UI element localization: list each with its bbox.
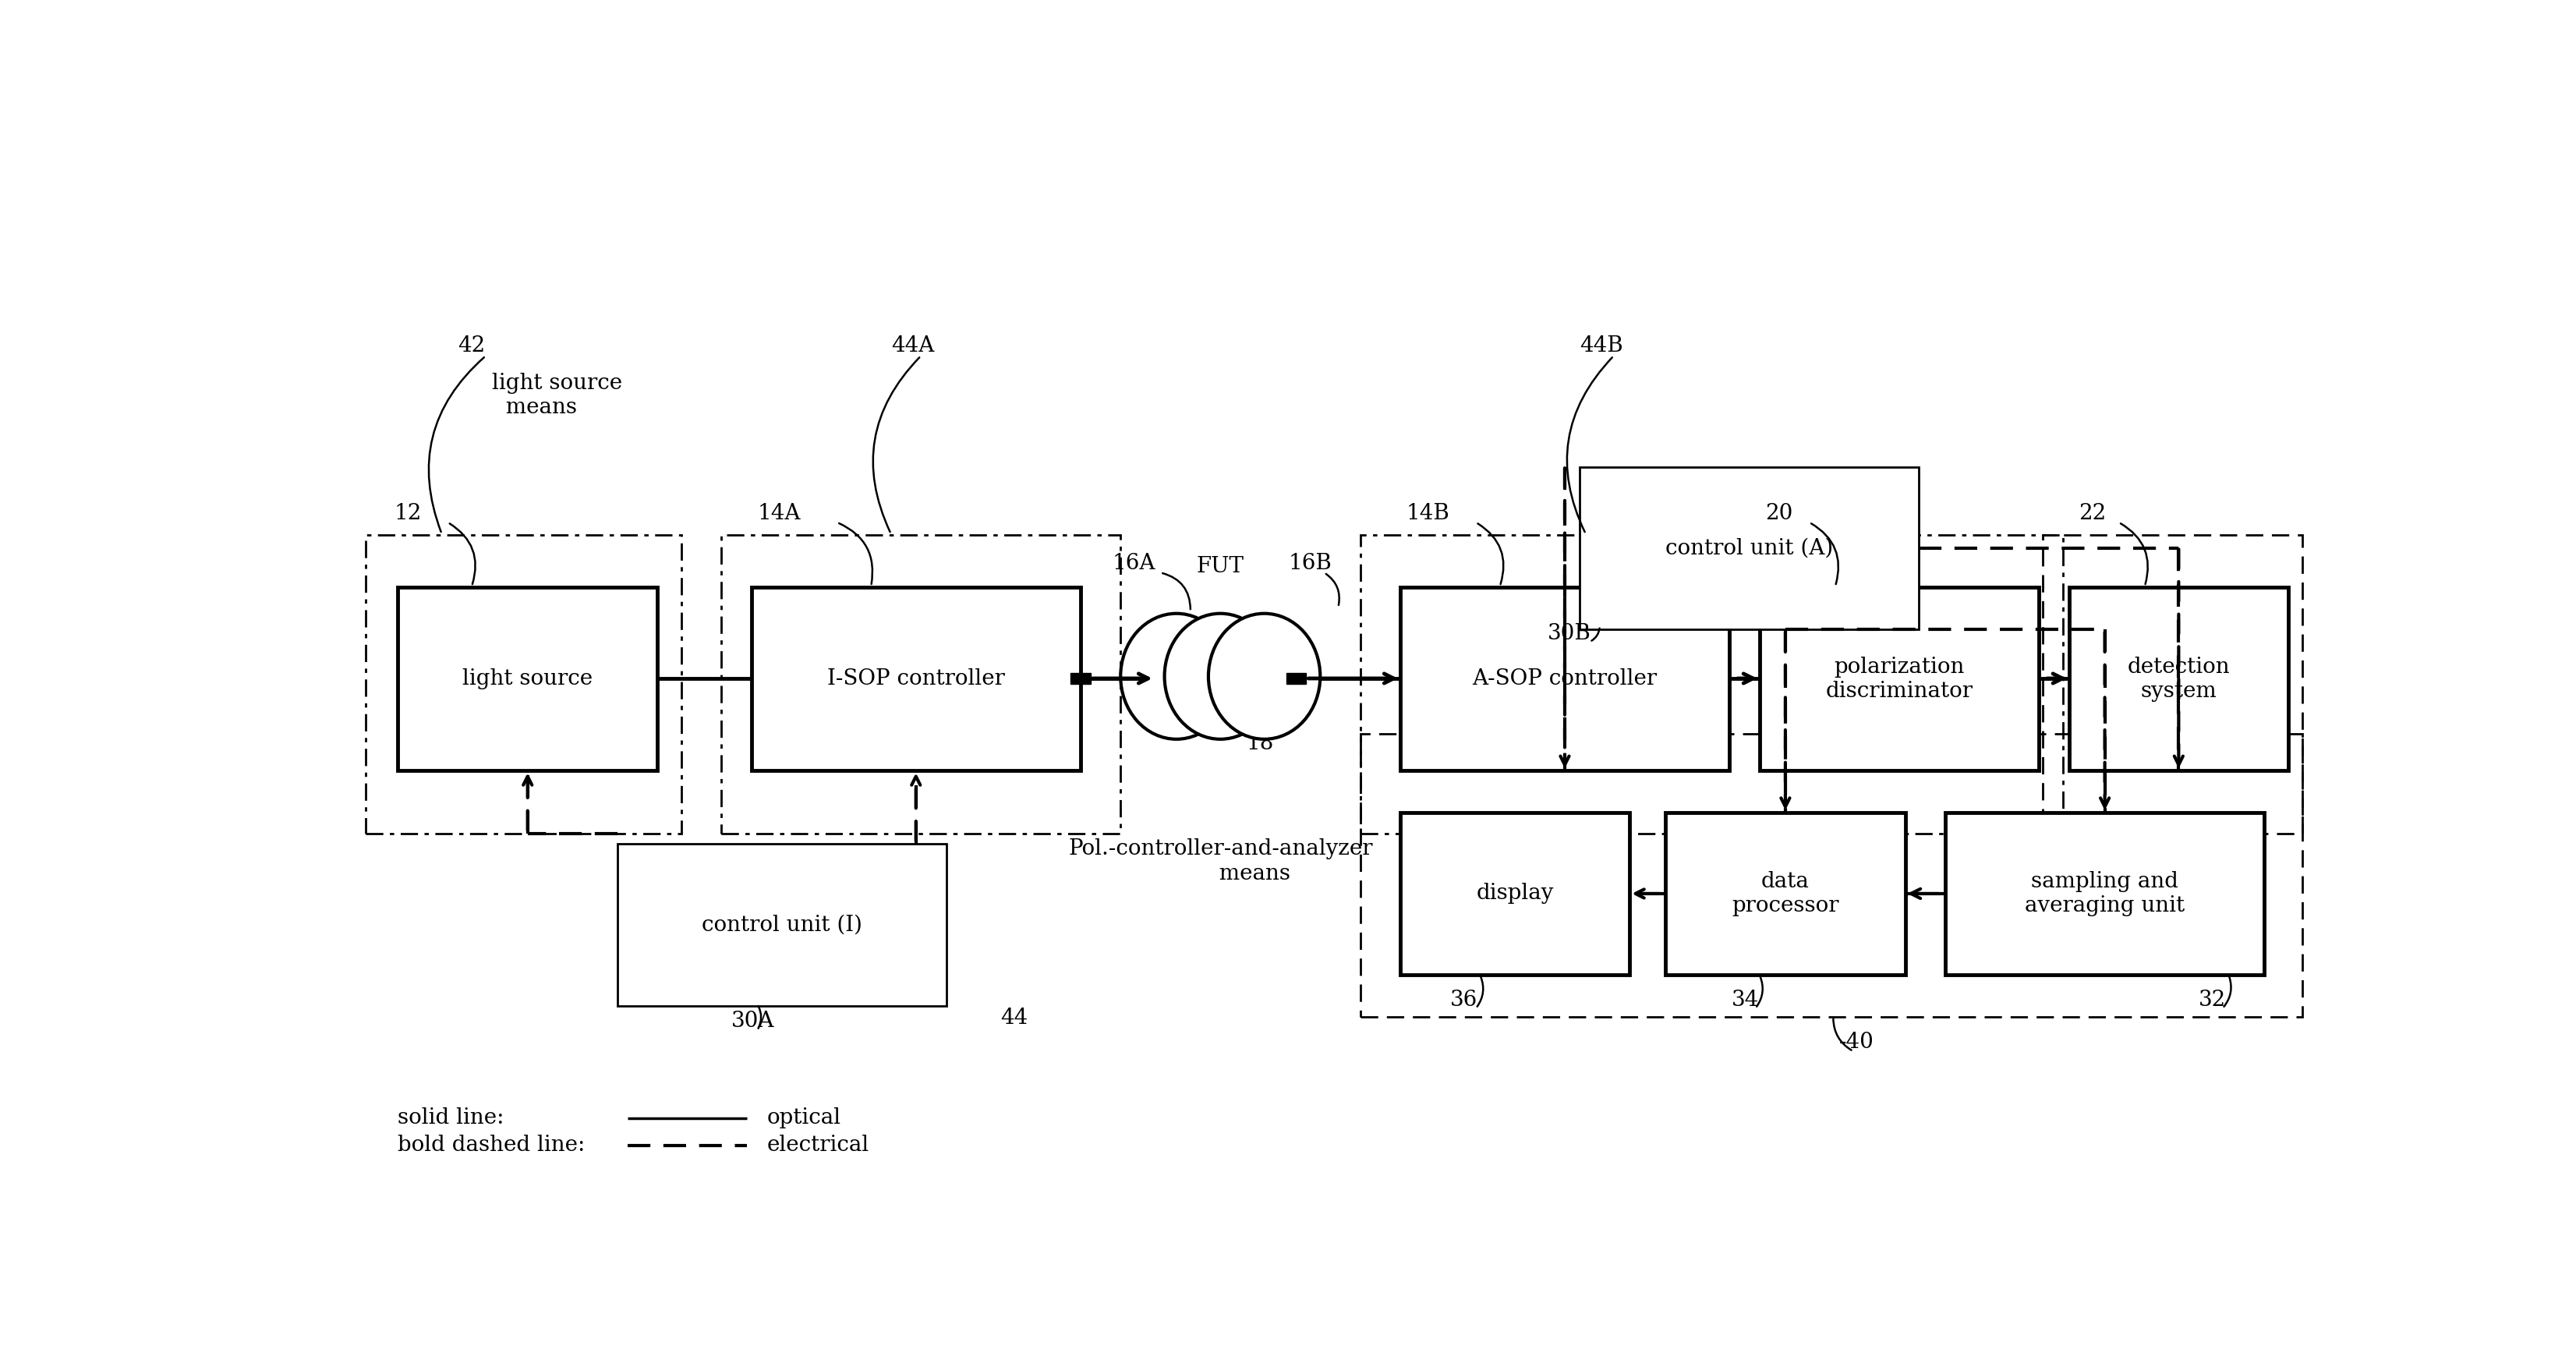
- FancyBboxPatch shape: [1401, 812, 1631, 975]
- Text: light source
  means: light source means: [492, 373, 621, 418]
- Text: sampling and
averaging unit: sampling and averaging unit: [2025, 870, 2184, 917]
- Text: 44: 44: [999, 1008, 1028, 1028]
- Text: 14B: 14B: [1406, 503, 1450, 524]
- FancyBboxPatch shape: [618, 843, 948, 1006]
- Bar: [1072, 673, 1090, 684]
- FancyBboxPatch shape: [1401, 588, 1728, 771]
- Text: 30B: 30B: [1548, 623, 1592, 645]
- Text: 36: 36: [1450, 990, 1479, 1010]
- Text: FUT: FUT: [1198, 556, 1244, 577]
- Text: polarization
discriminator: polarization discriminator: [1826, 657, 1973, 702]
- FancyBboxPatch shape: [752, 588, 1082, 771]
- Text: 12: 12: [394, 503, 422, 524]
- FancyBboxPatch shape: [2069, 588, 2287, 771]
- Ellipse shape: [1208, 613, 1319, 738]
- Text: I-SOP controller: I-SOP controller: [827, 668, 1005, 690]
- FancyBboxPatch shape: [397, 588, 657, 771]
- Text: 30A: 30A: [732, 1010, 775, 1032]
- Text: 16A: 16A: [1113, 554, 1157, 574]
- Text: 42: 42: [459, 336, 484, 356]
- FancyBboxPatch shape: [1759, 588, 2040, 771]
- Bar: [1285, 673, 1306, 684]
- Text: detection
system: detection system: [2128, 657, 2231, 702]
- Text: display: display: [1476, 883, 1553, 904]
- Text: 18: 18: [1247, 733, 1275, 755]
- Text: Pol.-controller-and-analyzer
          means: Pol.-controller-and-analyzer means: [1069, 839, 1373, 884]
- Text: control unit (I): control unit (I): [701, 914, 863, 936]
- Text: 34: 34: [1731, 990, 1759, 1010]
- Text: electrical: electrical: [768, 1136, 871, 1156]
- FancyBboxPatch shape: [1945, 812, 2264, 975]
- Ellipse shape: [1164, 613, 1275, 738]
- Text: 14A: 14A: [757, 503, 801, 524]
- FancyBboxPatch shape: [1667, 812, 1906, 975]
- FancyBboxPatch shape: [1579, 466, 1919, 630]
- Text: control unit (A): control unit (A): [1667, 537, 1834, 559]
- Ellipse shape: [1121, 613, 1231, 738]
- Text: A-SOP controller: A-SOP controller: [1473, 668, 1656, 690]
- Text: data
processor: data processor: [1731, 870, 1839, 917]
- Text: light source: light source: [464, 668, 592, 690]
- Text: 20: 20: [1765, 503, 1793, 524]
- Text: 44A: 44A: [891, 336, 935, 356]
- Text: -40: -40: [1839, 1032, 1875, 1053]
- Text: 22: 22: [2079, 503, 2107, 524]
- Text: optical: optical: [768, 1107, 842, 1129]
- Text: 16B: 16B: [1288, 554, 1332, 574]
- Text: 32: 32: [2200, 990, 2226, 1010]
- Text: solid line:: solid line:: [397, 1107, 505, 1129]
- Text: 44B: 44B: [1579, 336, 1623, 356]
- Text: bold dashed line:: bold dashed line:: [397, 1136, 585, 1156]
